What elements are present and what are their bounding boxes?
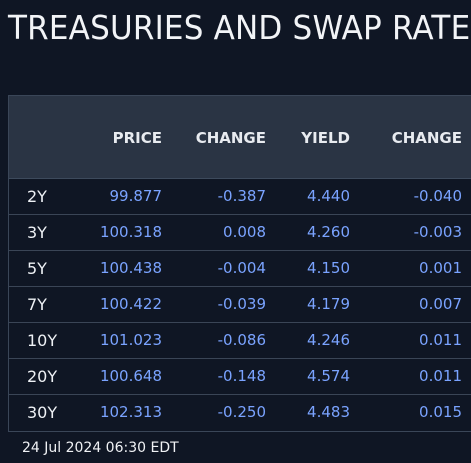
table-row[interactable]: 7Y 100.422 -0.039 4.179 0.007 (9, 287, 471, 323)
tenor-cell: 7Y (27, 295, 47, 314)
price-change-cell: -0.250 (217, 403, 266, 421)
price-cell: 102.313 (99, 403, 162, 421)
tenor-cell: 5Y (27, 259, 47, 278)
price-change-cell: -0.148 (217, 367, 266, 385)
tenor-cell: 30Y (27, 403, 58, 422)
table-row[interactable]: 5Y 100.438 -0.004 4.150 0.001 (9, 251, 471, 287)
table-row[interactable]: 3Y 100.318 0.008 4.260 -0.003 (9, 215, 471, 251)
yield-cell: 4.483 (307, 403, 350, 421)
price-change-cell: -0.039 (217, 295, 266, 313)
timestamp: 24 Jul 2024 06:30 EDT (22, 440, 179, 456)
yield-cell: 4.260 (307, 223, 350, 241)
column-header-price-change[interactable]: CHANGE (195, 129, 266, 147)
tenor-cell: 20Y (27, 367, 58, 386)
table-row[interactable]: 2Y 99.877 -0.387 4.440 -0.040 (9, 179, 471, 215)
tenor-cell: 3Y (27, 223, 47, 242)
tenor-cell: 2Y (27, 187, 47, 206)
price-change-cell: 0.008 (223, 223, 266, 241)
price-change-cell: -0.086 (217, 331, 266, 349)
column-header-yield[interactable]: YIELD (301, 129, 350, 147)
yield-cell: 4.150 (307, 259, 350, 277)
price-cell: 99.877 (109, 187, 163, 205)
page-title: TREASURIES AND SWAP RATES (8, 8, 471, 47)
table-header: PRICE CHANGE YIELD CHANGE (9, 96, 471, 179)
price-change-cell: -0.004 (217, 259, 266, 277)
yield-change-cell: 0.015 (419, 403, 462, 421)
yield-change-cell: 0.001 (419, 259, 462, 277)
column-header-price[interactable]: PRICE (112, 129, 162, 147)
price-cell: 100.422 (99, 295, 162, 313)
yield-cell: 4.246 (307, 331, 350, 349)
yield-change-cell: 0.011 (419, 331, 462, 349)
yield-cell: 4.179 (307, 295, 350, 313)
rates-table: PRICE CHANGE YIELD CHANGE 2Y 99.877 -0.3… (8, 95, 471, 432)
yield-cell: 4.440 (307, 187, 350, 205)
table-row[interactable]: 10Y 101.023 -0.086 4.246 0.011 (9, 323, 471, 359)
table-row[interactable]: 30Y 102.313 -0.250 4.483 0.015 (9, 395, 471, 431)
yield-cell: 4.574 (307, 367, 350, 385)
yield-change-cell: 0.007 (419, 295, 462, 313)
price-cell: 100.438 (99, 259, 162, 277)
yield-change-cell: -0.003 (413, 223, 462, 241)
price-cell: 100.318 (99, 223, 162, 241)
table-row[interactable]: 20Y 100.648 -0.148 4.574 0.011 (9, 359, 471, 395)
tenor-cell: 10Y (27, 331, 58, 350)
price-change-cell: -0.387 (217, 187, 266, 205)
yield-change-cell: -0.040 (413, 187, 462, 205)
yield-change-cell: 0.011 (419, 367, 462, 385)
price-cell: 101.023 (99, 331, 162, 349)
column-header-yield-change[interactable]: CHANGE (391, 129, 462, 147)
price-cell: 100.648 (99, 367, 162, 385)
